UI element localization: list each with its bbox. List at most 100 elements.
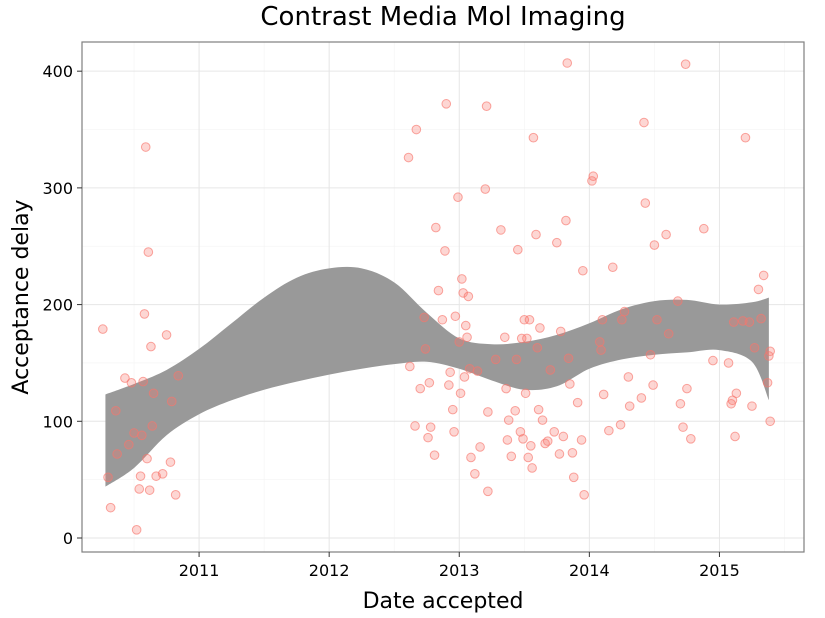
data-point — [549, 426, 560, 437]
data-point — [636, 393, 647, 403]
major-gridlines — [82, 42, 804, 552]
data-point — [561, 215, 571, 226]
data-point — [558, 431, 569, 442]
data-point — [598, 389, 609, 400]
data-point — [567, 448, 578, 458]
data-point — [503, 415, 514, 425]
data-point — [648, 380, 658, 390]
data-point — [594, 337, 605, 347]
data-points-layer — [98, 58, 775, 535]
data-point — [515, 426, 526, 437]
data-point — [483, 486, 493, 497]
data-point — [765, 346, 775, 357]
data-point — [520, 388, 531, 399]
y-tick-label: 200 — [42, 296, 73, 315]
data-point — [652, 314, 662, 325]
data-point — [522, 333, 532, 344]
data-point — [157, 469, 168, 479]
data-point — [165, 457, 176, 467]
data-point — [604, 425, 614, 436]
data-point — [472, 366, 483, 376]
data-point — [420, 344, 431, 354]
data-point — [161, 330, 172, 340]
x-tick-label: 2015 — [699, 561, 740, 580]
data-point — [649, 240, 660, 250]
data-point — [423, 432, 433, 443]
data-point — [124, 439, 134, 450]
data-point — [424, 377, 435, 388]
data-point — [663, 328, 674, 339]
data-point — [140, 142, 151, 152]
data-point — [740, 132, 751, 143]
data-point — [607, 262, 618, 273]
data-point — [455, 388, 466, 399]
x-tick-label: 2012 — [309, 561, 350, 580]
data-point — [444, 380, 454, 390]
data-point — [135, 471, 146, 481]
data-point — [445, 367, 455, 378]
data-point — [425, 422, 436, 432]
data-point — [524, 314, 535, 325]
x-axis-label: Date accepted — [363, 589, 524, 614]
data-point — [675, 398, 686, 409]
data-point — [728, 317, 739, 327]
data-point — [623, 372, 634, 382]
data-point — [731, 388, 742, 399]
data-point — [563, 353, 574, 364]
data-point — [131, 525, 142, 535]
data-point — [596, 345, 606, 355]
data-point — [572, 397, 583, 408]
data-point — [513, 244, 523, 255]
data-point — [682, 383, 692, 394]
data-point — [139, 309, 150, 319]
data-point — [453, 192, 463, 203]
data-point — [555, 326, 566, 337]
data-point — [112, 449, 122, 459]
data-point — [542, 436, 553, 446]
minor-gridlines — [82, 42, 804, 552]
data-point — [459, 372, 470, 382]
data-point — [483, 407, 493, 417]
data-point — [518, 433, 528, 444]
data-point — [143, 247, 154, 257]
data-point — [137, 430, 147, 441]
data-point — [639, 117, 649, 128]
data-point — [433, 285, 444, 296]
data-point — [730, 431, 740, 442]
data-point — [502, 435, 513, 445]
data-point — [105, 502, 116, 513]
data-point — [537, 415, 548, 425]
data-point — [138, 376, 148, 387]
data-point — [615, 419, 626, 430]
data-point — [499, 332, 510, 343]
x-tick-label: 2014 — [569, 561, 610, 580]
data-point — [762, 377, 773, 388]
data-point — [523, 452, 534, 463]
data-point — [470, 469, 480, 479]
data-point — [146, 341, 156, 352]
data-point — [126, 377, 137, 388]
data-point — [501, 383, 511, 394]
data-point — [765, 416, 775, 427]
data-point — [98, 324, 108, 334]
data-point — [496, 225, 506, 235]
data-point — [454, 337, 465, 347]
data-point — [708, 355, 718, 366]
data-point — [170, 490, 181, 500]
data-point — [449, 426, 459, 437]
data-point — [579, 490, 589, 500]
data-point — [744, 317, 755, 327]
data-point — [619, 306, 630, 317]
data-point — [597, 314, 608, 325]
data-point — [680, 59, 691, 69]
data-point — [147, 421, 158, 431]
data-point — [419, 312, 429, 323]
data-point — [673, 296, 683, 306]
data-point — [431, 222, 441, 233]
x-tick-label: 2013 — [439, 561, 480, 580]
data-point — [531, 229, 541, 240]
data-point — [450, 311, 461, 322]
y-axis-ticks: 0 100 200 300 400 — [42, 62, 82, 548]
data-point — [552, 237, 562, 248]
